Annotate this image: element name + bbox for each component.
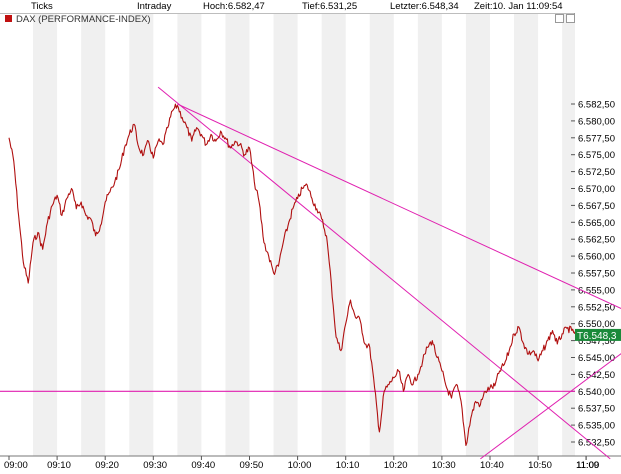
y-tick-label: 6.570,00 bbox=[578, 184, 615, 195]
y-tick-label: 6.572,50 bbox=[578, 167, 615, 178]
background-band bbox=[417, 14, 442, 456]
background-band bbox=[514, 14, 539, 456]
x-axis-ticks: 09:00 09:10 09:20 09:30 09:40 09:50 10:00 10:10… bbox=[0, 455, 621, 471]
y-tick-label: 6.540,00 bbox=[578, 387, 615, 398]
x-tick-label: 09:30 bbox=[143, 460, 167, 471]
y-tick-label: 6.565,00 bbox=[578, 218, 615, 229]
price-series bbox=[8, 103, 582, 446]
close-icon[interactable] bbox=[566, 14, 575, 23]
y-tick-label: 6.552,50 bbox=[578, 302, 615, 313]
x-tick-label: 10:50 bbox=[528, 460, 552, 471]
y-axis-ticks: 6.532,50 6.535,00 6.537,50 6.540,00 6.542,50… bbox=[571, 100, 615, 449]
overlay-lines bbox=[0, 86, 621, 460]
last-price-badge-label: T6.548,3 bbox=[577, 331, 617, 342]
x-tick-label: 10:10 bbox=[336, 460, 360, 471]
x-tick-label: 10:00 bbox=[288, 460, 312, 471]
x-tick-label: 09:20 bbox=[95, 460, 119, 471]
high-value: Hoch:6.582,47 bbox=[203, 1, 265, 12]
trendline bbox=[157, 86, 611, 460]
y-tick-label: 6.537,50 bbox=[578, 404, 615, 415]
background-band bbox=[562, 14, 575, 456]
background-band bbox=[369, 14, 394, 456]
y-tick-label: 6.542,50 bbox=[578, 370, 615, 381]
y-tick-label: 6.577,50 bbox=[578, 133, 615, 144]
y-tick-label: 6.575,00 bbox=[578, 150, 615, 161]
y-tick-label: 6.580,00 bbox=[578, 116, 615, 127]
period-label[interactable]: Intraday bbox=[137, 1, 172, 12]
y-tick-label: 6.562,50 bbox=[578, 235, 615, 246]
y-tick-label: 6.535,00 bbox=[578, 421, 615, 432]
chart-header: Ticks Intraday Hoch:6.582,47 Tief:6.531,… bbox=[0, 0, 621, 13]
y-tick-label: 6.550,00 bbox=[578, 319, 615, 330]
background-bands bbox=[33, 14, 575, 456]
ticks-label[interactable]: Ticks bbox=[31, 1, 53, 12]
background-band bbox=[465, 14, 490, 456]
low-value: Tief:6.531,25 bbox=[302, 1, 358, 12]
y-tick-label: 6.555,00 bbox=[578, 285, 615, 296]
background-band bbox=[81, 14, 106, 456]
x-tick-label: 09:00 bbox=[4, 460, 28, 471]
legend: DAX (PERFORMANCE-INDEX) bbox=[2, 14, 151, 26]
background-band bbox=[225, 14, 250, 456]
x-tick-label: 09:40 bbox=[191, 460, 215, 471]
price-line bbox=[8, 103, 582, 446]
y-tick-label: 6.557,50 bbox=[578, 269, 615, 280]
x-tick-label: 11:09 bbox=[576, 460, 599, 471]
trendline bbox=[480, 353, 621, 460]
y-tick-label: 6.545,00 bbox=[578, 353, 615, 364]
x-tick-label: 11:00 bbox=[576, 460, 599, 471]
background-band bbox=[129, 14, 154, 456]
series-swatch-icon bbox=[5, 15, 12, 22]
y-tick-label: 6.547,50 bbox=[578, 336, 615, 347]
x-tick-label: 10:40 bbox=[480, 460, 504, 471]
trendline bbox=[177, 103, 621, 310]
x-tick-label: 09:10 bbox=[47, 460, 71, 471]
background-band bbox=[273, 14, 298, 456]
minimize-icon[interactable] bbox=[555, 14, 564, 23]
last-value: Letzter:6.548,34 bbox=[390, 1, 459, 12]
legend-label: DAX (PERFORMANCE-INDEX) bbox=[16, 14, 151, 25]
last-price-badge-bg bbox=[575, 328, 621, 341]
last-price-badge: T6.548,3 bbox=[575, 328, 621, 342]
x-tick-label: 09:50 bbox=[240, 460, 264, 471]
y-tick-label: 6.567,50 bbox=[578, 201, 615, 212]
y-tick-label: 6.582,50 bbox=[578, 100, 615, 111]
background-band bbox=[177, 14, 202, 456]
x-tick-label: 10:30 bbox=[432, 460, 456, 471]
time-value: Zeit:10. Jan 11:09:54 bbox=[474, 1, 563, 12]
x-tick-label: 10:20 bbox=[384, 460, 408, 471]
y-tick-label: 6.532,50 bbox=[578, 438, 615, 449]
y-tick-label: 6.560,00 bbox=[578, 252, 615, 263]
